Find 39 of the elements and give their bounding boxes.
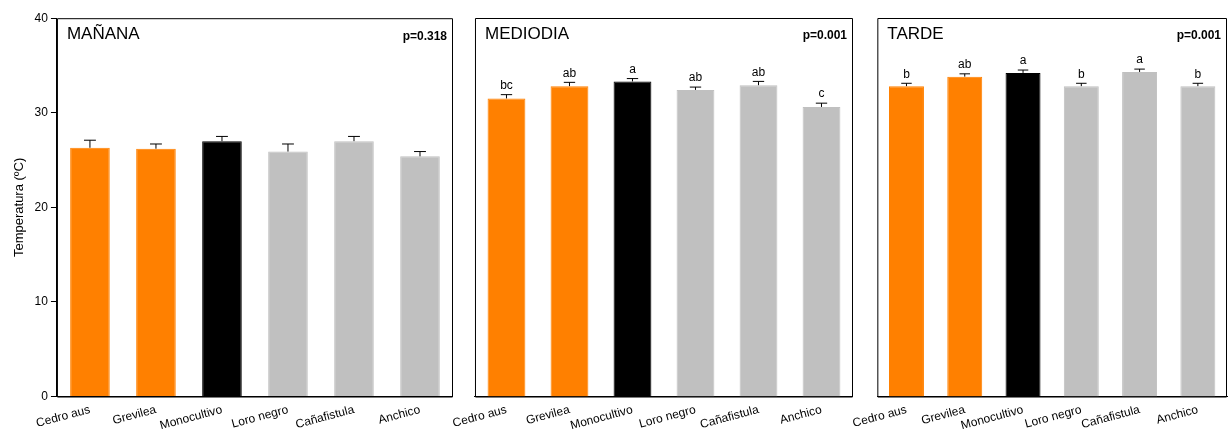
y-tick-label: 20 (34, 199, 49, 214)
x-tick-label: Loro negro (229, 401, 290, 431)
annotation: b (903, 66, 911, 81)
annotation: b (1077, 66, 1085, 81)
annotation: a (1136, 52, 1144, 67)
x-tick-label: Grevilea (110, 401, 158, 428)
chart-title: MEDIODIA (484, 24, 570, 44)
annotation: a (1019, 53, 1027, 68)
y-tick-label: 40 (34, 10, 49, 25)
y-axis-title: Temperatura (ºC) (11, 157, 27, 258)
x-tick-label: Anchico (778, 401, 824, 427)
x-tick-label: Cedro aus (851, 402, 909, 430)
annotation: p=0.001 (802, 28, 848, 43)
y-tick-label: 30 (34, 105, 49, 120)
annotation: p=0.318 (402, 28, 448, 43)
annotation: a (629, 61, 637, 76)
x-tick-label: Cedro aus (451, 402, 509, 430)
annotation: b (1194, 66, 1202, 81)
x-tick-label: Cedro aus (34, 402, 92, 430)
x-tick-label: Loro negro (637, 401, 698, 431)
y-tick-label: 0 (41, 388, 49, 403)
bar (400, 156, 440, 397)
annotation: p=0.001 (1176, 28, 1222, 43)
annotation: ab (562, 65, 577, 80)
chart-title: TARDE (887, 24, 944, 44)
bar (334, 141, 374, 397)
annotation: bc (500, 77, 513, 92)
x-tick-label: Anchico (376, 401, 422, 427)
x-tick-label: Anchico (1154, 401, 1200, 427)
annotation: ab (958, 57, 972, 72)
bar (136, 148, 176, 397)
chart-title: MAÑANA (66, 24, 141, 44)
bar (70, 147, 110, 397)
annotation: ab (751, 64, 766, 79)
x-tick-label: Grevilea (524, 401, 572, 428)
y-tick-label: 10 (34, 294, 49, 309)
annotation: c (818, 86, 825, 101)
annotation: ab (688, 70, 703, 85)
bar (268, 151, 308, 397)
